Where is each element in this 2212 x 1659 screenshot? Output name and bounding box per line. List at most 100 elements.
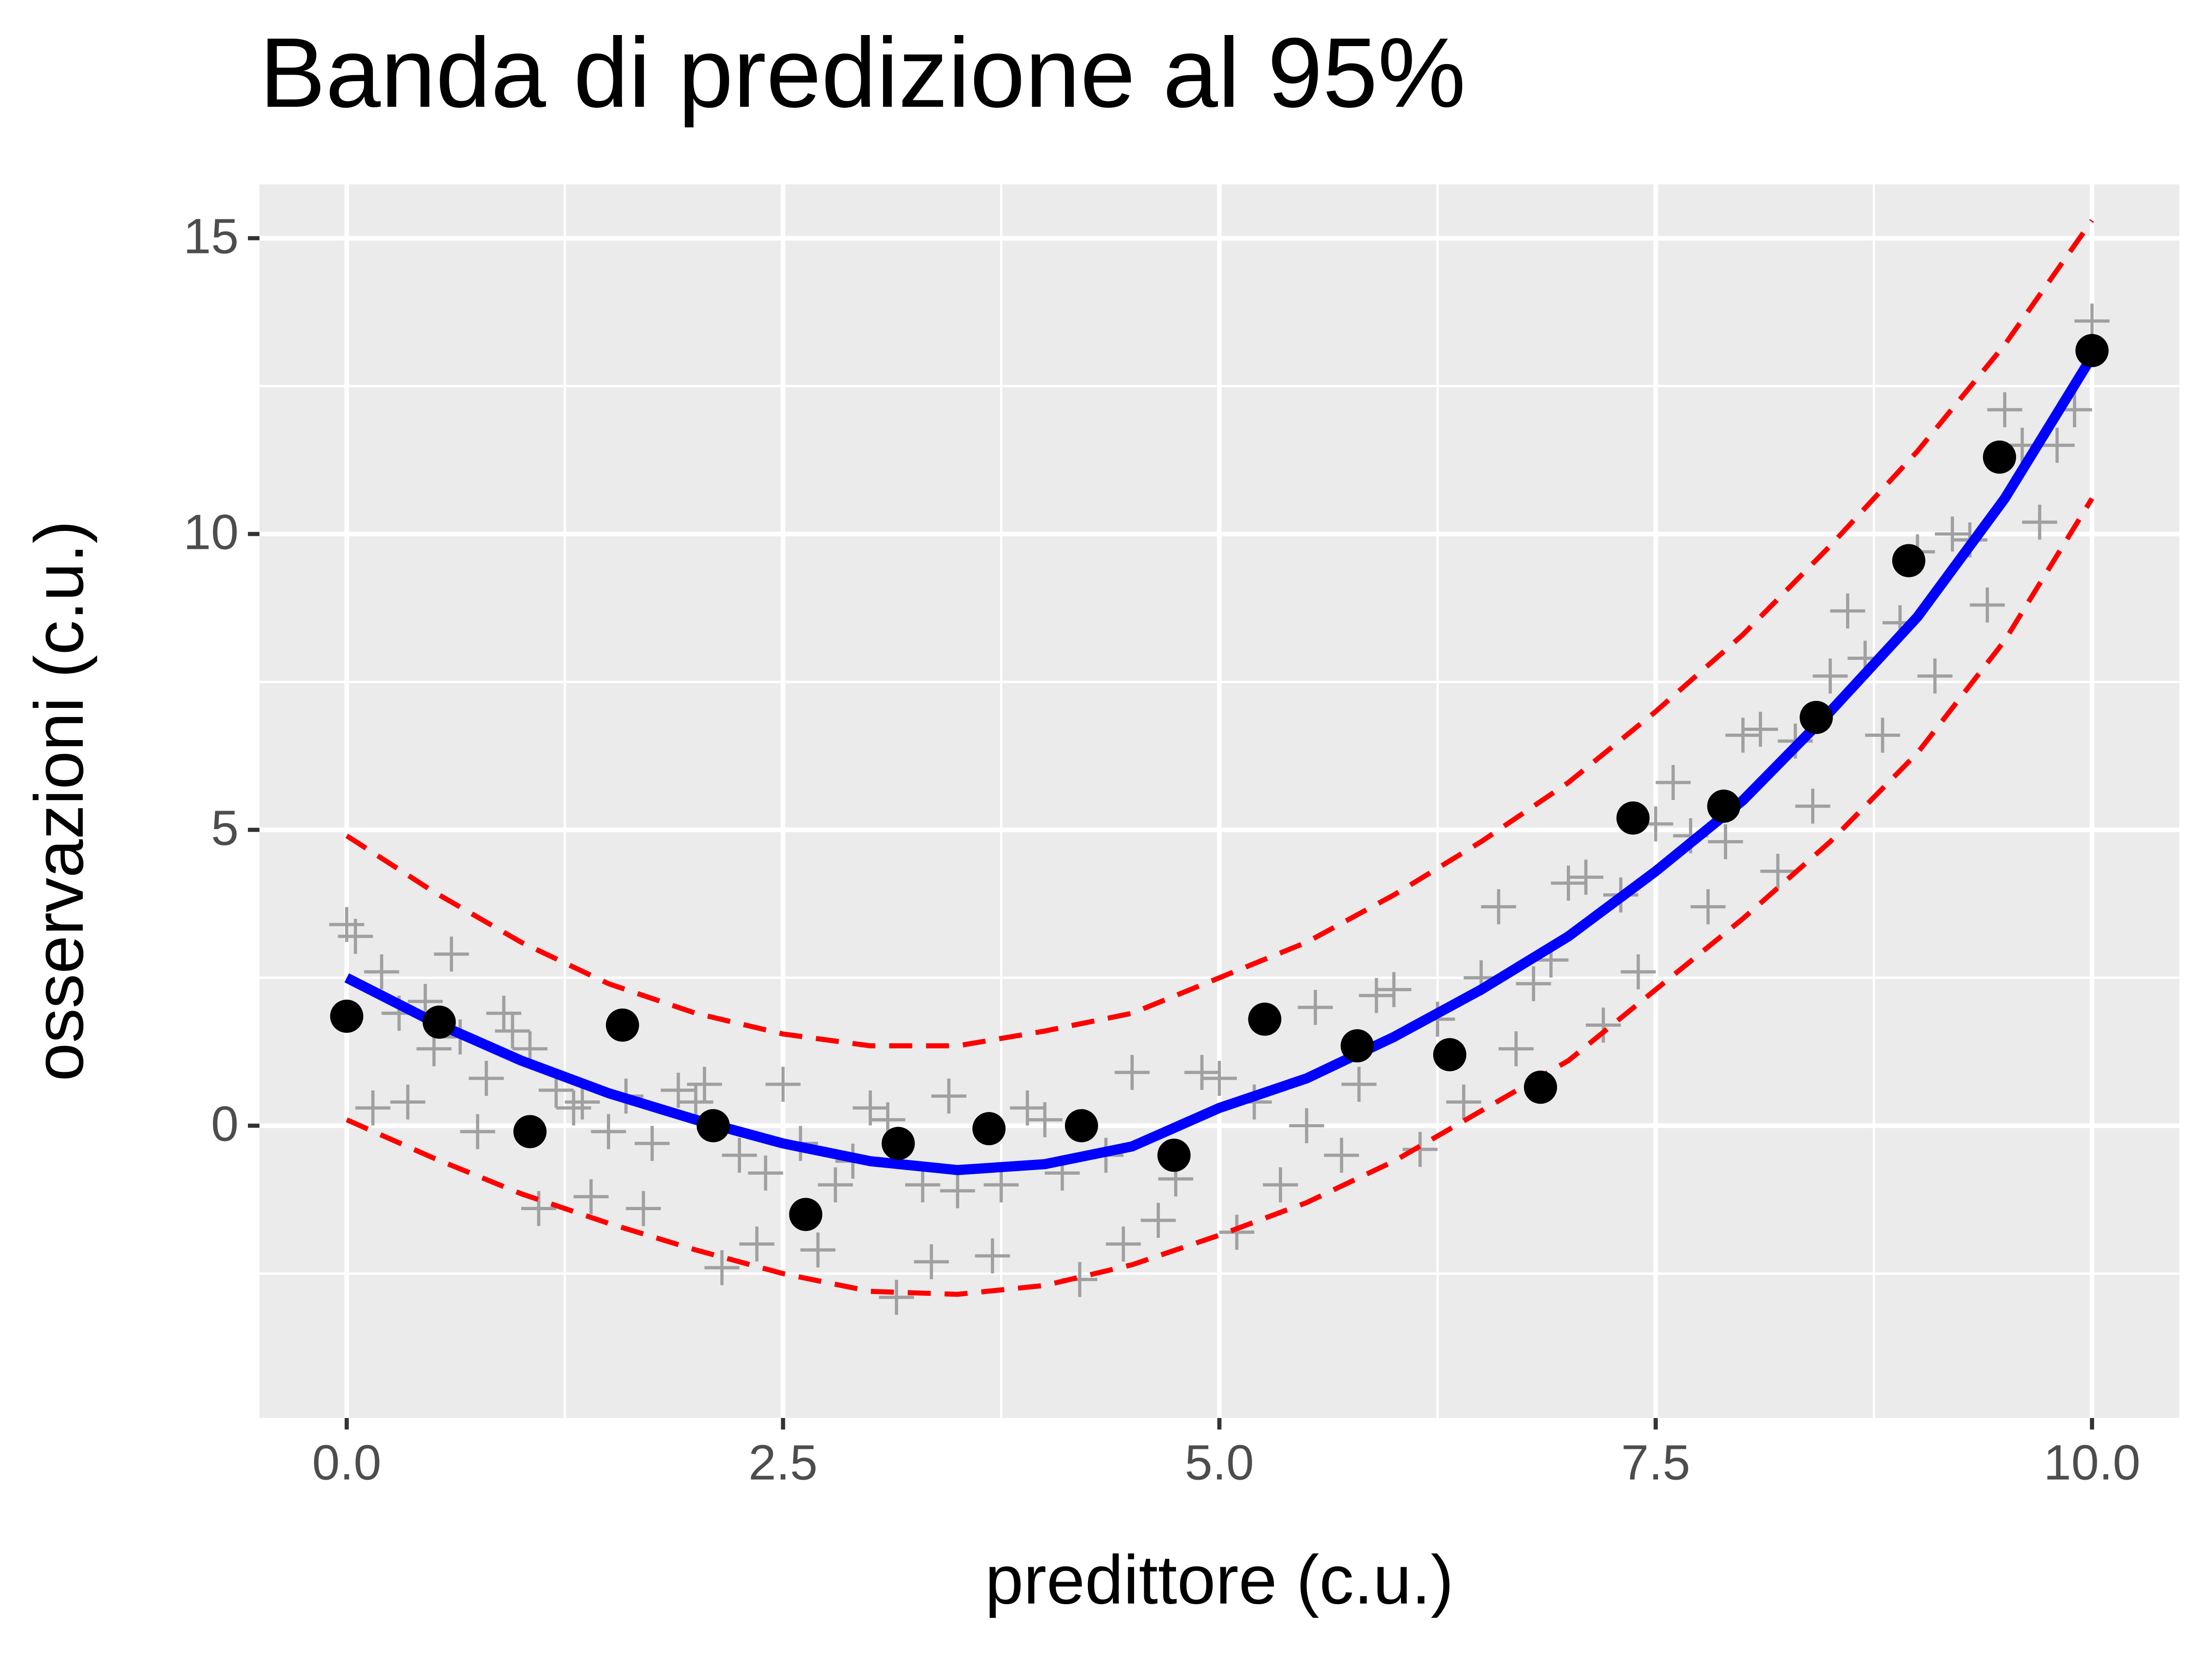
- cross-point: [390, 1084, 425, 1120]
- prediction-band: [345, 219, 2094, 1048]
- point: [1616, 801, 1650, 835]
- cross-point: [739, 1226, 775, 1262]
- cross-point: [1620, 954, 1656, 989]
- cross-point: [1219, 1214, 1254, 1250]
- cross-point: [931, 1078, 966, 1114]
- point: [2075, 334, 2109, 367]
- point: [513, 1115, 547, 1148]
- x-tick-label: 2.5: [748, 1435, 818, 1490]
- cross-point: [818, 1167, 853, 1203]
- cross-point: [678, 1084, 713, 1120]
- cross-point: [1114, 1055, 1150, 1090]
- cross-point: [983, 1167, 1019, 1203]
- point: [882, 1127, 915, 1160]
- cross-point: [704, 1250, 740, 1285]
- cross-point: [1708, 824, 1743, 859]
- cross-point: [556, 1090, 591, 1126]
- point: [1157, 1138, 1191, 1172]
- cross-point: [1516, 966, 1551, 1001]
- cross-point: [1725, 718, 1761, 753]
- cross-point: [1359, 978, 1394, 1013]
- cross-point: [765, 1066, 801, 1102]
- cross-point: [565, 1084, 600, 1120]
- chart-title: Banda di predizione al 95%: [259, 17, 1466, 128]
- point: [606, 1008, 639, 1042]
- cross-point: [940, 1173, 975, 1208]
- cross-point: [635, 1126, 670, 1161]
- cross-point: [486, 995, 522, 1031]
- cross-point: [1141, 1203, 1176, 1238]
- cross-point: [1106, 1226, 1141, 1262]
- x-tick-label: 0.0: [312, 1435, 381, 1490]
- cross-point: [1830, 593, 1865, 629]
- point: [1065, 1109, 1098, 1142]
- cross-point: [2074, 303, 2110, 339]
- cross-point: [573, 1179, 609, 1214]
- y-axis-title: osservazioni (c.u.): [20, 520, 98, 1081]
- point: [330, 1000, 364, 1033]
- cross-point: [1376, 972, 1412, 1007]
- cross-point: [521, 1191, 556, 1226]
- point: [696, 1109, 730, 1142]
- cross-point: [434, 936, 469, 972]
- cross-point: [687, 1066, 722, 1102]
- cross-point: [469, 1061, 504, 1096]
- x-tick-label: 10.0: [2044, 1435, 2141, 1490]
- cross-point: [748, 1155, 783, 1191]
- cross-point: [1655, 765, 1691, 800]
- cross-point: [1586, 1007, 1621, 1043]
- point: [1800, 700, 1833, 734]
- cross-point: [591, 1114, 626, 1149]
- point: [1707, 789, 1741, 823]
- point: [972, 1112, 1006, 1146]
- y-tick-label: 10: [183, 504, 239, 559]
- point: [1248, 1002, 1282, 1036]
- cross-point: [2022, 505, 2058, 540]
- cross-point: [364, 954, 400, 989]
- point: [1892, 544, 1925, 577]
- cross-point: [1690, 889, 1726, 924]
- cross-point: [1298, 989, 1333, 1025]
- cross-point: [1202, 1061, 1237, 1096]
- cross-point: [1970, 587, 2005, 623]
- y-tick-label: 15: [183, 208, 239, 264]
- cross-point: [1289, 1108, 1324, 1143]
- point: [1433, 1038, 1466, 1071]
- cross-point: [1481, 889, 1516, 924]
- cross-point: [338, 918, 373, 954]
- cross-point: [1743, 712, 1778, 747]
- x-tick-label: 5.0: [1185, 1435, 1254, 1490]
- cross-point: [1498, 1031, 1534, 1066]
- cross-point: [905, 1167, 941, 1203]
- fit-line: [344, 353, 2097, 1176]
- point: [1983, 440, 2016, 474]
- cross-point: [879, 1280, 914, 1315]
- point: [423, 1006, 456, 1039]
- cross-point: [626, 1191, 661, 1226]
- x-axis-title: predittore (c.u.): [985, 1541, 1453, 1618]
- cross-point: [1551, 865, 1586, 901]
- cross-point: [1760, 853, 1795, 889]
- cross-point: [495, 1013, 530, 1049]
- cross-point: [1446, 1084, 1482, 1120]
- cross-point: [1027, 1102, 1063, 1137]
- cross-point: [1341, 1066, 1377, 1102]
- cross-point: [914, 1244, 949, 1280]
- x-tick-label: 7.5: [1621, 1435, 1690, 1490]
- cross-point: [355, 1090, 391, 1126]
- cross-point: [1402, 1132, 1438, 1167]
- cross-point: [1568, 859, 1604, 895]
- cross-point: [1812, 658, 1848, 694]
- cross-point: [1324, 1137, 1359, 1173]
- cross-point: [1865, 718, 1900, 753]
- y-tick-label: 0: [211, 1095, 239, 1151]
- cross-point: [1795, 788, 1830, 824]
- cross-point: [722, 1137, 757, 1173]
- cross-point: [1917, 658, 1953, 694]
- cross-point: [460, 1114, 495, 1149]
- point: [1524, 1071, 1557, 1104]
- cross-point: [975, 1238, 1010, 1274]
- point: [1341, 1029, 1374, 1063]
- cross-point: [2039, 428, 2075, 463]
- cross-point: [1935, 516, 1970, 552]
